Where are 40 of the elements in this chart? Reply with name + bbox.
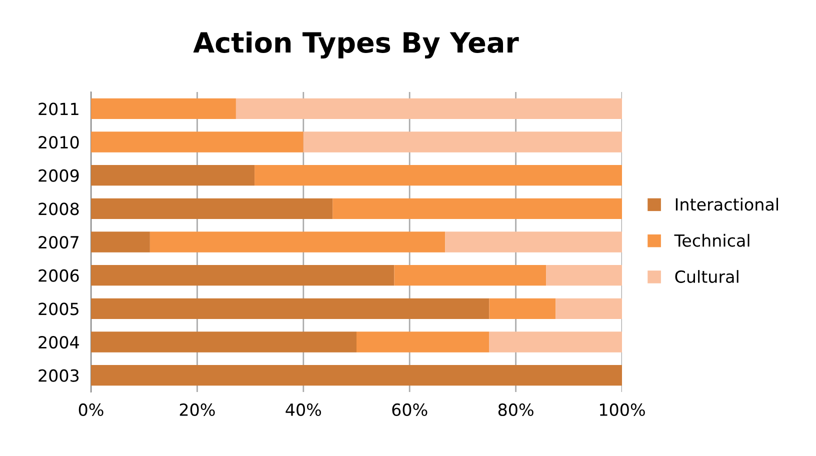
bar	[489, 298, 556, 319]
bar	[356, 332, 490, 352]
x-tick-label: 60%	[392, 403, 428, 416]
x-tick-label: 0%	[78, 403, 104, 416]
chart-title: Action Types By Year	[193, 31, 519, 59]
bar	[332, 198, 622, 219]
y-tick-label: 2004	[38, 336, 79, 349]
bar	[150, 232, 446, 252]
bar	[556, 298, 622, 319]
bar	[394, 265, 546, 286]
y-tick-label: 2005	[38, 302, 78, 316]
bar	[91, 265, 394, 286]
bar	[91, 232, 150, 252]
bar	[254, 165, 622, 186]
bar	[303, 132, 622, 152]
legend-label: Cultural	[675, 270, 738, 283]
bar	[91, 365, 622, 386]
bar	[91, 165, 255, 186]
bar	[91, 298, 490, 319]
bar	[546, 265, 622, 286]
legend-label: Interactional	[676, 198, 778, 211]
legend-label: Technical	[674, 234, 750, 247]
y-tick-label: 2010	[38, 136, 79, 149]
bar	[445, 232, 622, 252]
bar	[91, 332, 356, 352]
bar	[91, 198, 333, 219]
y-tick-label: 2007	[38, 236, 78, 249]
bar	[489, 332, 622, 352]
x-tick-label: 20%	[180, 403, 215, 416]
y-tick-label: 2009	[38, 169, 79, 182]
y-tick-label: 2008	[38, 202, 79, 216]
bar	[236, 98, 622, 119]
bar	[91, 132, 304, 152]
y-tick-label: 2003	[38, 369, 79, 382]
y-tick-label: 2011	[38, 102, 78, 116]
bar	[91, 98, 236, 119]
x-tick-label: 80%	[498, 403, 534, 416]
x-tick-label: 40%	[286, 403, 321, 416]
x-tick-label: 100%	[600, 403, 645, 416]
y-tick-label: 2006	[38, 269, 79, 282]
